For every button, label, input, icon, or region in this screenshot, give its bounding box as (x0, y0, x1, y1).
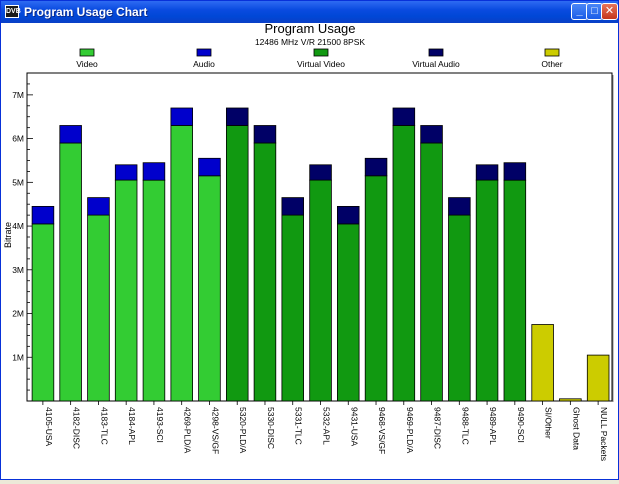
x-tick-label: 9490-SCI (516, 407, 526, 443)
x-tick-label: 4298-VS/GF (210, 407, 220, 454)
legend-label: Virtual Video (297, 59, 345, 69)
x-tick-label: 5330-DISC (266, 407, 276, 449)
close-icon: ✕ (604, 5, 615, 17)
y-tick-label: 7M (12, 90, 24, 100)
maximize-icon: □ (591, 5, 598, 17)
x-tick-label: 5320-PLD/A (238, 407, 248, 454)
y-axis-label: Bitrate (3, 222, 13, 248)
bar-segment-audio (198, 157, 221, 177)
bar-segment-virtual-audio (309, 164, 332, 181)
bar-segment-audio (31, 205, 55, 225)
bar-segment-virtual-audio (503, 162, 527, 181)
bar-segment-other (586, 354, 610, 402)
legend-swatch (313, 48, 329, 57)
x-tick-label: 4269-PLD/A (183, 407, 193, 454)
bar-segment-virtual-video (475, 179, 499, 402)
bar-segment-video (170, 125, 193, 402)
bar-segment-video (114, 179, 138, 402)
bar-segment-virtual-audio (475, 164, 499, 181)
bar-segment-virtual-audio (420, 125, 443, 144)
x-tick-label: 4183-TLC (99, 407, 109, 445)
bar-segment-virtual-audio (392, 107, 416, 126)
bar-segment-audio (87, 197, 110, 216)
chart-area: Program Usage 12486 MHz V/R 21500 8PSK V… (1, 21, 618, 479)
chart-title: Program Usage (264, 23, 355, 36)
bar-segment-virtual-video (503, 179, 527, 402)
legend-swatch (196, 48, 212, 57)
y-tick-label: 4M (12, 221, 24, 231)
bar-segment-other (531, 324, 554, 402)
chart-legend: Video Audio Virtual Video Virtual Audio Othe… (76, 48, 563, 69)
bar-segment-virtual-video (392, 125, 416, 402)
x-tick-label: 4193-SCI (155, 407, 165, 443)
y-tick-label: 1M (12, 352, 24, 362)
bar-segment-audio (142, 162, 166, 181)
minimize-icon: _ (576, 5, 583, 17)
x-tick-label: SI/Other (544, 407, 554, 439)
y-tick-label: 2M (12, 309, 24, 319)
bar-segment-video (87, 214, 110, 402)
bar-segment-virtual-audio (448, 197, 471, 216)
x-tick-label: 9489-APL (488, 407, 498, 445)
bar-segment-virtual-audio (281, 197, 304, 216)
bar-segment-audio (114, 164, 138, 181)
plot-area: 1M 2M 3M 4M 5M 6M 7M 4105-USA 4182-DISC 4183-TLC 4… (12, 72, 614, 461)
app-icon: DVB (5, 5, 21, 18)
legend-swatch (79, 48, 95, 57)
bar-segment-other (559, 398, 582, 402)
bar-segment-virtual-video (225, 125, 249, 402)
x-tick-label: 4182-DISC (72, 407, 82, 449)
close-button[interactable]: ✕ (601, 3, 618, 20)
x-tick-label: 9469-PLD/A (405, 407, 415, 454)
bar-segment-virtual-audio (253, 125, 277, 144)
program-usage-chart: Program Usage 12486 MHz V/R 21500 8PSK V… (3, 21, 614, 461)
bar-segment-virtual-audio (336, 205, 360, 225)
bar-segment-video (142, 179, 166, 402)
chart-subtitle: 12486 MHz V/R 21500 8PSK (255, 37, 365, 47)
x-tick-label: 9468-VS/GF (377, 407, 387, 454)
legend-label: Virtual Audio (412, 59, 460, 69)
bar-segment-virtual-video (336, 223, 360, 402)
bar-segment-virtual-video (309, 179, 332, 402)
bar-segment-virtual-audio (225, 107, 249, 126)
title-bar[interactable]: DVB Program Usage Chart _ □ ✕ (1, 1, 618, 23)
bar-segment-virtual-video (364, 175, 388, 402)
legend-label: Video (76, 59, 98, 69)
x-tick-label: 9431-USA (349, 407, 359, 447)
bar-segment-audio (59, 125, 82, 144)
legend-swatch (544, 48, 560, 57)
x-tick-label: 9487-DISC (433, 407, 443, 449)
bar-segment-virtual-video (253, 142, 277, 402)
window-title: Program Usage Chart (24, 5, 148, 19)
x-tick-label: NULL Packets (599, 407, 609, 461)
bar-segment-virtual-video (420, 142, 443, 402)
x-tick-label: 4105-USA (44, 407, 54, 447)
legend-label: Audio (193, 59, 215, 69)
legend-swatch (428, 48, 444, 57)
x-tick-label: 5331-TLC (294, 407, 304, 445)
bar-segment-virtual-video (448, 214, 471, 402)
x-tick-label: Ghost Data (571, 407, 581, 450)
bar-segment-video (198, 175, 221, 402)
bar-segment-audio (170, 107, 193, 126)
bar-segment-virtual-video (281, 214, 304, 402)
x-tick-label: 4184-APL (127, 407, 137, 445)
x-tick-label: 9488-TLC (460, 407, 470, 445)
y-tick-label: 5M (12, 177, 24, 187)
bar-segment-video (59, 142, 82, 402)
bar-segment-virtual-audio (364, 157, 388, 177)
legend-label: Other (541, 59, 562, 69)
y-tick-label: 6M (12, 134, 24, 144)
y-tick-label: 3M (12, 265, 24, 275)
bar-segment-video (31, 223, 55, 402)
x-tick-label: 5332-APL (322, 407, 332, 445)
